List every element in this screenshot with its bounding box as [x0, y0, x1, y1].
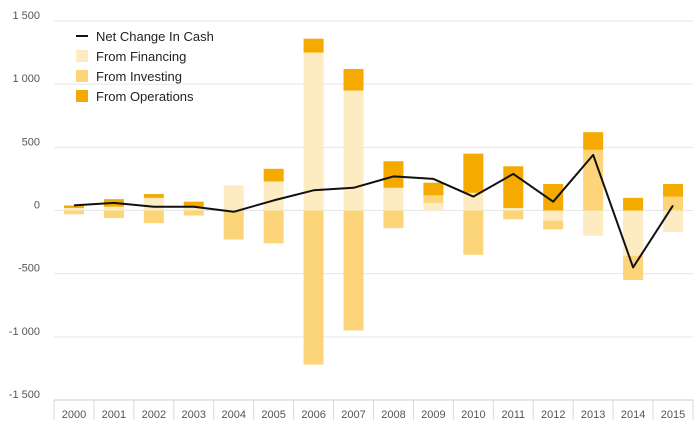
bar-from-operations: [263, 168, 284, 182]
bar-from-operations: [463, 153, 484, 193]
x-tick-label: 2002: [142, 409, 166, 421]
bar-from-operations: [623, 197, 644, 211]
bar-from-investing: [263, 210, 284, 244]
legend-item-financing[interactable]: From Financing: [76, 46, 214, 66]
y-axis: 1 500 1 000 500 0 -500 -1 000 -1 500: [9, 10, 40, 401]
x-tick-label: 2001: [102, 409, 126, 421]
x-tick-label: 2015: [661, 409, 685, 421]
x-tick-label: 2013: [581, 409, 605, 421]
y-tick-label: -500: [18, 263, 40, 275]
bar-from-financing: [543, 210, 564, 221]
bar-from-financing: [383, 187, 404, 211]
bar-from-operations: [583, 132, 604, 150]
x-axis: 2000 2001 2002 2003 2004 2005 2006 2007 2008 2009…: [53, 399, 694, 421]
bar-from-financing: [223, 185, 244, 211]
x-tick-label: 2003: [182, 409, 206, 421]
bar-from-investing: [543, 220, 564, 230]
bar-from-investing: [183, 210, 204, 216]
y-tick-label: 1 500: [12, 10, 40, 22]
x-tick-label: 2006: [301, 409, 325, 421]
bar-from-financing: [503, 207, 524, 211]
bar-from-investing: [423, 195, 444, 203]
bar-from-investing: [303, 210, 324, 365]
bar-from-financing: [343, 90, 364, 211]
bar-from-operations: [663, 183, 684, 197]
legend: Net Change In Cash From Financing From I…: [76, 26, 214, 106]
legend-label-financing: From Financing: [96, 48, 187, 64]
bar-from-financing: [63, 207, 84, 211]
y-tick-label: 0: [34, 200, 40, 212]
bars: [63, 38, 684, 365]
x-tick-label: 2010: [461, 409, 485, 421]
legend-item-investing[interactable]: From Investing: [76, 66, 214, 86]
legend-swatch-operations: [76, 90, 88, 102]
x-tick-label: 2014: [621, 409, 645, 421]
bar-from-financing: [103, 206, 124, 211]
x-tick-label: 2011: [501, 409, 525, 421]
y-tick-label: 500: [22, 136, 40, 148]
bar-from-operations: [183, 201, 204, 207]
legend-label-operations: From Operations: [96, 88, 194, 104]
x-tick-label: 2004: [221, 409, 245, 421]
legend-swatch-financing: [76, 50, 88, 62]
x-tick-label: 2012: [541, 409, 565, 421]
bar-from-financing: [663, 210, 684, 232]
net-change-line: [73, 153, 674, 269]
legend-line-swatch: [76, 35, 88, 37]
bar-from-financing: [583, 210, 604, 236]
bar-from-investing: [103, 210, 124, 219]
bar-from-financing: [423, 202, 444, 211]
bar-from-financing: [303, 52, 324, 211]
bar-from-investing: [463, 210, 484, 255]
bar-from-investing: [63, 210, 84, 215]
legend-item-net-change[interactable]: Net Change In Cash: [76, 26, 214, 46]
bar-from-investing: [383, 210, 404, 229]
x-tick-label: 2005: [261, 409, 285, 421]
net-change-polyline: [73, 153, 674, 269]
x-tick-label: 2009: [421, 409, 445, 421]
y-tick-label: -1 500: [9, 389, 40, 401]
bar-from-financing: [143, 197, 164, 211]
bar-from-operations: [143, 194, 164, 198]
bar-from-operations: [383, 161, 404, 188]
bar-from-operations: [343, 69, 364, 91]
bar-from-operations: [63, 205, 84, 208]
bar-from-operations: [543, 183, 564, 211]
legend-item-operations[interactable]: From Operations: [76, 86, 214, 106]
y-tick-label: 1 000: [12, 73, 40, 85]
x-tick-label: 2007: [341, 409, 365, 421]
bar-from-investing: [663, 196, 684, 211]
legend-swatch-investing: [76, 70, 88, 82]
bar-from-investing: [503, 210, 524, 220]
bar-from-investing: [343, 210, 364, 331]
legend-label-net-change: Net Change In Cash: [96, 28, 214, 44]
bar-from-financing: [463, 192, 484, 211]
bar-from-financing: [263, 181, 284, 211]
bar-from-financing: [183, 206, 204, 211]
y-tick-label: -1 000: [9, 326, 40, 338]
bar-from-operations: [423, 182, 444, 196]
legend-label-investing: From Investing: [96, 68, 182, 84]
x-tick-label: 2008: [381, 409, 405, 421]
bar-from-investing: [583, 149, 604, 211]
bar-from-operations: [503, 166, 524, 208]
bar-from-investing: [143, 210, 164, 224]
bar-from-financing: [623, 210, 644, 256]
bar-from-operations: [303, 38, 324, 53]
bar-from-investing: [223, 210, 244, 240]
x-tick-label: 2000: [62, 409, 86, 421]
